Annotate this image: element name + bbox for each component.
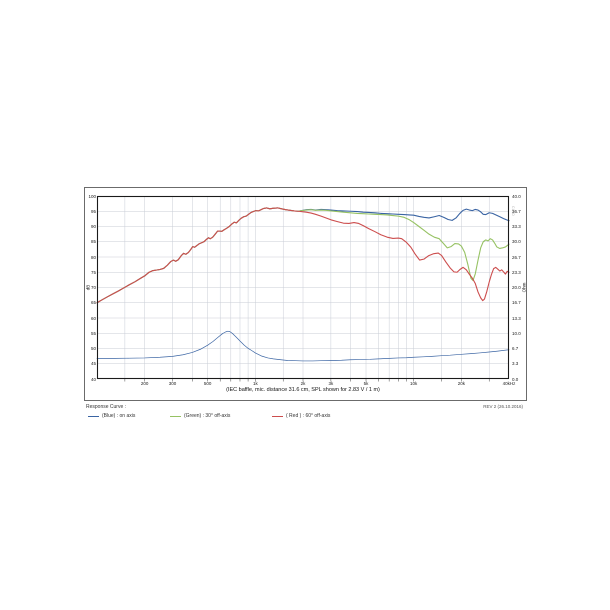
x-tick-label: 20k [457, 381, 465, 386]
legend-label: ( Red ) : 60° off-axis [286, 413, 331, 419]
y-right-tick-label: 20.0 [512, 285, 521, 290]
legend-item-60deg-off-axis: ( Red ) : 60° off-axis [272, 413, 330, 419]
plot-area: CLIO [96, 195, 515, 382]
y-right-tick-label: 23.3 [512, 269, 521, 275]
y-right-tick-label: 33.3 [512, 224, 521, 229]
x-tick-label: 300 [168, 381, 177, 386]
legend-item-30deg-off-axis: (Green) : 30° off-axis [170, 413, 230, 419]
y-right-tick-label: 16.7 [512, 300, 521, 306]
y-left-tick-label: 80 [90, 254, 96, 260]
series-impedance [96, 330, 510, 362]
y-left-tick-label: 65 [90, 300, 96, 306]
y-left-tick-label: 45 [90, 361, 96, 367]
green-line-swatch [170, 415, 181, 417]
y-left-tick-label: 40 [90, 376, 96, 382]
legend-item-on-axis: (Blue) : on axis [88, 413, 135, 419]
y-right-tick-label: 6.7 [512, 346, 519, 351]
y-right-tick-label: 26.7 [512, 254, 521, 260]
y-right-tick-label: 3.3 [512, 361, 519, 367]
x-tick-label: 3k [328, 381, 334, 386]
y-right-axis-label: Ohm [521, 282, 527, 293]
spl-impedance-figure: CLIO 100 95 90 85 80 75 70 65 60 55 50 45 40 40.0 36.… [84, 187, 527, 401]
y-right-tick-label: 30.0 [512, 239, 521, 245]
x-tick-label: 500 [203, 381, 212, 386]
x-tick-label: 1k [252, 381, 258, 386]
y-left-tick-label: 95 [90, 208, 96, 214]
plot-border [96, 195, 510, 380]
y-left-tick-label: 100 [88, 193, 96, 199]
y-left-tick-label: 75 [90, 269, 96, 275]
y-right-tick-label: 0.0 [512, 376, 519, 382]
y-right-tick-label: 13.3 [512, 315, 521, 321]
x-tick-label: 10k [410, 381, 418, 386]
y-right-tick-label: 36.7 [512, 208, 521, 214]
legend-label: (Green) : 30° off-axis [184, 413, 231, 419]
y-left-tick-label: 50 [90, 346, 96, 351]
y-left-tick-label: 55 [90, 330, 96, 336]
legend-label: (Blue) : on axis [102, 413, 136, 419]
blue-line-swatch [88, 415, 99, 417]
y-left-tick-label: 90 [90, 224, 96, 229]
series-60-off-axis [96, 207, 510, 304]
x-tick-label: 200 [140, 381, 149, 386]
y-right-tick-label: 10.0 [512, 330, 521, 336]
y-left-axis-label: dB [85, 284, 91, 291]
y-right-tick-label: 40.0 [512, 193, 521, 199]
revision-note: REV 2 (26.10.2016) [483, 404, 523, 409]
y-left-tick-label: 70 [90, 285, 96, 290]
x-tick-label: 5k [363, 381, 369, 386]
red-line-swatch [272, 415, 283, 417]
y-left-tick-label: 60 [90, 315, 96, 321]
y-left-tick-label: 85 [90, 239, 96, 245]
legend-title: Response Curve : [86, 404, 127, 410]
watermark-vertical-text: CLIO [511, 206, 515, 217]
x-tick-label: 2k [300, 381, 306, 386]
x-tick-label: 40kHz [502, 381, 516, 386]
response-chart-svg [96, 195, 510, 382]
chart-caption: (IEC baffle, mic. distance 31.6 cm, SPL … [226, 387, 380, 393]
